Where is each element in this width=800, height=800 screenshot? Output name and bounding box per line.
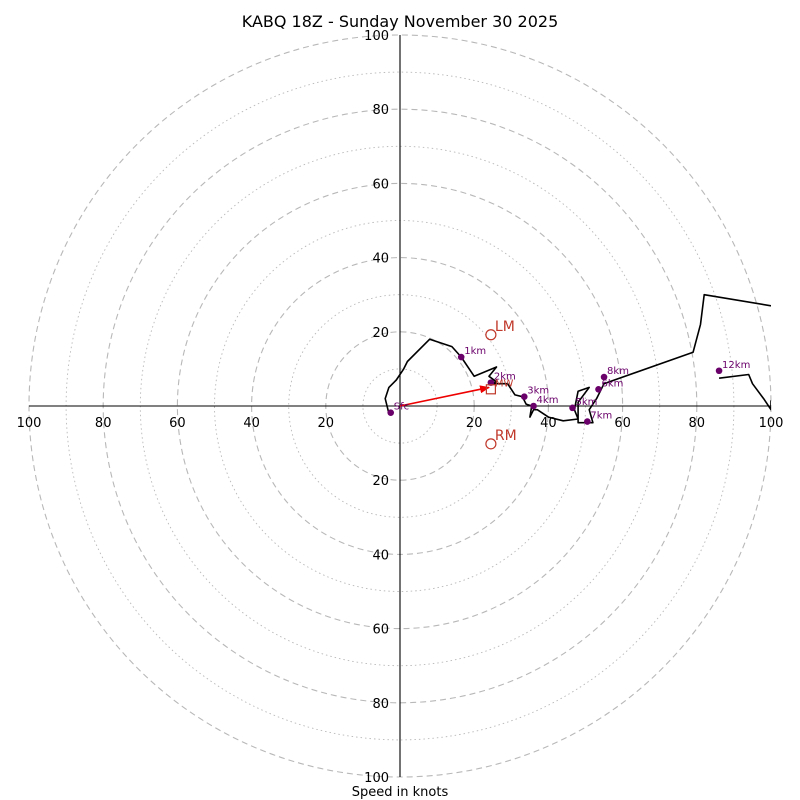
x-tick-label: 40 — [243, 416, 260, 431]
height-label: 1km — [464, 346, 486, 357]
height-label: 5km — [576, 397, 598, 408]
height-marker-4km — [530, 402, 537, 410]
height-label: 6km — [601, 378, 623, 389]
shear-vector — [399, 385, 491, 407]
x-tick-label: 20 — [466, 416, 483, 431]
storm-motion-markers: LM RM MW — [485, 319, 517, 450]
height-label: 12km — [722, 360, 750, 371]
x-tick-label: 60 — [169, 416, 186, 431]
height-marker-12km — [715, 367, 723, 375]
lm-label: LM — [495, 319, 515, 335]
height-label: 4km — [537, 395, 559, 406]
y-tick-label: 80 — [372, 697, 389, 712]
height-marker-3km — [520, 393, 528, 401]
chart-title: KABQ 18Z - Sunday November 30 2025 — [242, 12, 559, 31]
y-tick-label: 100 — [364, 29, 389, 44]
rm-label: RM — [495, 428, 517, 444]
mw-marker — [485, 384, 496, 395]
height-marker-5km — [569, 404, 576, 412]
y-tick-label: 80 — [372, 103, 389, 118]
height-label: Sfc — [394, 402, 409, 413]
height-marker-8km — [600, 373, 608, 381]
y-tick-label: 20 — [372, 474, 389, 489]
shear-arrow — [399, 385, 491, 407]
x-tick-label: 20 — [318, 416, 335, 431]
height-marker-Sfc — [387, 409, 395, 416]
x-tick-label: 80 — [689, 416, 706, 431]
y-tick-label: 60 — [372, 623, 389, 638]
y-tick-label: 20 — [372, 326, 389, 341]
y-tick-label: 40 — [372, 548, 389, 563]
x-axis-label: Speed in knots — [352, 785, 449, 800]
height-marker-1km — [457, 353, 465, 361]
height-label: 3km — [527, 386, 549, 397]
rm-marker — [485, 438, 497, 450]
x-tick-label: 60 — [614, 416, 631, 431]
y-tick-label: 100 — [364, 771, 389, 786]
hodograph-line-upper — [719, 373, 771, 411]
lm-marker — [485, 329, 497, 341]
y-tick-label: 60 — [372, 177, 389, 192]
x-tick-label: 80 — [95, 416, 112, 431]
height-label: 7km — [590, 411, 612, 422]
height-marker-6km — [595, 386, 602, 393]
height-label: 2km — [494, 372, 516, 383]
height-marker-7km — [584, 418, 591, 425]
height-label: 8km — [607, 366, 629, 377]
mw-label: MW — [495, 378, 514, 389]
tick-labels: 100 80 60 40 20 20 40 60 80 100 100 80 60 40 20 20 40 60 8… — [17, 29, 784, 786]
x-tick-label: 100 — [17, 416, 42, 431]
x-tick-label: 40 — [540, 416, 557, 431]
y-tick-label: 40 — [372, 252, 389, 267]
x-tick-label: 100 — [759, 416, 784, 431]
